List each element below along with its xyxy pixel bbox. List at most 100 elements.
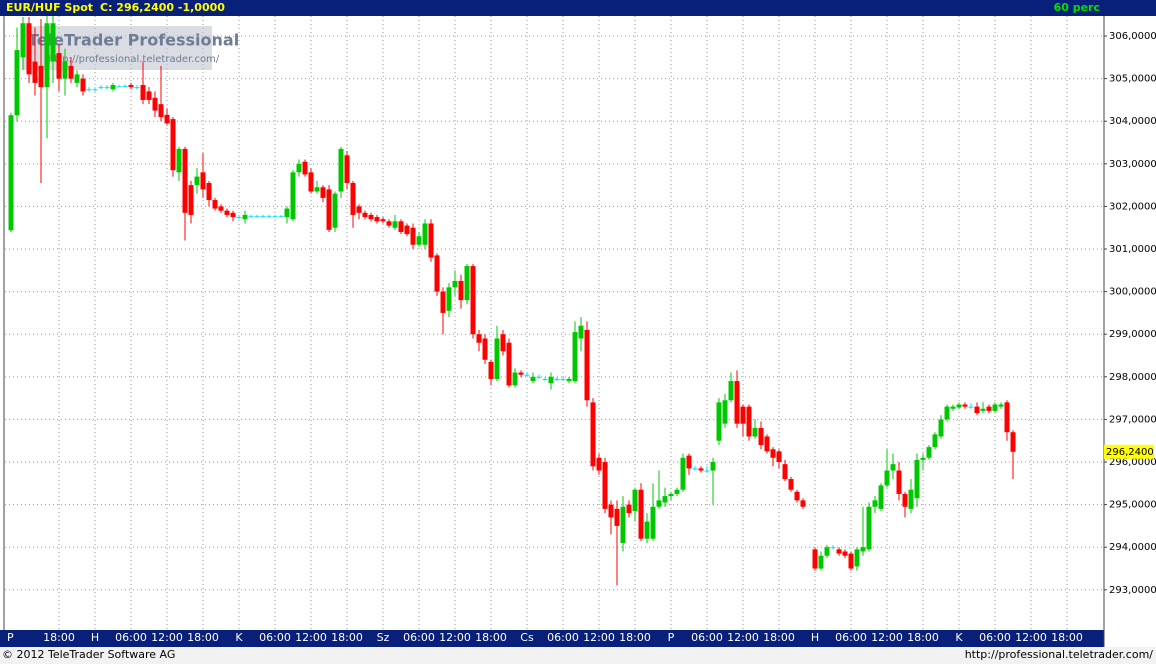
candle-body xyxy=(140,85,146,100)
x-tick-label: 18:00 xyxy=(907,631,939,644)
candle-body xyxy=(584,329,590,401)
candle-body xyxy=(476,334,482,343)
x-tick-label: 18:00 xyxy=(43,631,75,644)
y-tick-label: 306,0000 xyxy=(1109,31,1156,42)
candle-body xyxy=(674,489,680,494)
candle-body xyxy=(404,225,410,235)
candle-body xyxy=(368,214,374,220)
candle-body xyxy=(494,338,500,379)
candle-body xyxy=(776,451,782,463)
x-tick-label: 06:00 xyxy=(979,631,1011,644)
candle-body xyxy=(908,489,914,509)
candle-body xyxy=(86,89,92,91)
x-tick-label: Sz xyxy=(377,631,390,644)
candle-body xyxy=(662,496,668,503)
candle-body xyxy=(740,406,746,424)
candle-body xyxy=(206,182,212,201)
candle-body xyxy=(728,381,734,401)
candle-body xyxy=(356,206,362,213)
x-tick-label: 18:00 xyxy=(763,631,795,644)
y-tick-label: 304,0000 xyxy=(1109,116,1156,127)
candle-body xyxy=(416,236,422,245)
chart-subtitle: C: 296,2400 -1,0000 xyxy=(100,1,225,14)
candle-body xyxy=(422,223,428,245)
candle-body xyxy=(68,65,74,79)
candle-body xyxy=(392,221,398,228)
candle-body xyxy=(926,447,932,458)
candle-body xyxy=(650,506,656,539)
grid xyxy=(5,16,1103,629)
candle-body xyxy=(254,216,260,218)
candle-body xyxy=(698,468,704,471)
candle-body xyxy=(230,212,236,218)
candle-body xyxy=(512,372,518,386)
candle-body xyxy=(992,404,998,411)
candle-body xyxy=(74,74,80,83)
candle-body xyxy=(824,547,830,556)
candle-body xyxy=(542,378,548,380)
x-tick-label: 06:00 xyxy=(691,631,723,644)
candle-body xyxy=(146,91,152,100)
candle-body xyxy=(938,419,944,437)
candle-body xyxy=(290,172,296,220)
y-tick-label: 295,0000 xyxy=(1109,500,1156,511)
candle-body xyxy=(80,78,86,92)
candle-body xyxy=(530,376,536,382)
candle-body xyxy=(344,155,350,183)
x-tick-label: Cs xyxy=(520,631,534,644)
candle-body xyxy=(602,462,608,509)
candle-body xyxy=(878,485,884,509)
candle-body xyxy=(896,470,902,494)
candle-body xyxy=(122,85,128,87)
candle-body xyxy=(716,402,722,441)
candle-body xyxy=(488,361,494,379)
interval: 60 perc xyxy=(1054,1,1100,14)
candle-body xyxy=(158,104,164,117)
candle-body xyxy=(920,457,926,460)
candle-body xyxy=(320,187,326,198)
footer-bar xyxy=(0,647,1156,664)
candles xyxy=(8,16,1016,586)
candle-body xyxy=(38,65,44,88)
candle-body xyxy=(848,553,854,569)
candle-body xyxy=(440,291,446,313)
y-tick-label: 296,0000 xyxy=(1109,457,1156,468)
x-tick-label: 12:00 xyxy=(871,631,903,644)
watermark: TeleTrader Professional xyxy=(28,31,239,50)
candle-body xyxy=(56,53,62,79)
x-tick-label: 18:00 xyxy=(187,631,219,644)
candle-body xyxy=(554,378,560,380)
candle-body xyxy=(380,219,386,222)
candle-body xyxy=(302,161,308,175)
candle-body xyxy=(956,404,962,408)
candle-body xyxy=(338,148,344,192)
candle-body xyxy=(536,376,542,378)
candle-body xyxy=(20,23,26,58)
candle-body xyxy=(8,115,14,231)
footer-right: http://professional.teletrader.com/ xyxy=(965,648,1154,661)
y-tick-label: 302,0000 xyxy=(1109,201,1156,212)
candle-body xyxy=(446,287,452,311)
y-tick-label: 293,0000 xyxy=(1109,585,1156,596)
x-tick-label: H xyxy=(91,631,99,644)
candle-body xyxy=(266,216,272,218)
candle-body xyxy=(866,506,872,550)
candle-body xyxy=(218,206,224,211)
candle-body xyxy=(200,172,206,190)
candle-body xyxy=(314,187,320,192)
candle-body xyxy=(794,491,800,501)
candle-body xyxy=(506,342,512,386)
candle-body xyxy=(566,378,572,382)
candle-body xyxy=(998,404,1004,407)
header-bar xyxy=(0,0,1156,16)
x-tick-label: 18:00 xyxy=(619,631,651,644)
candle-body xyxy=(614,508,620,526)
candle-body xyxy=(692,468,698,470)
candle-body xyxy=(986,406,992,411)
candle-body xyxy=(710,462,716,471)
candle-body xyxy=(686,455,692,469)
candle-body xyxy=(854,549,860,567)
candle-body xyxy=(884,470,890,486)
x-tick-label: 12:00 xyxy=(151,631,183,644)
